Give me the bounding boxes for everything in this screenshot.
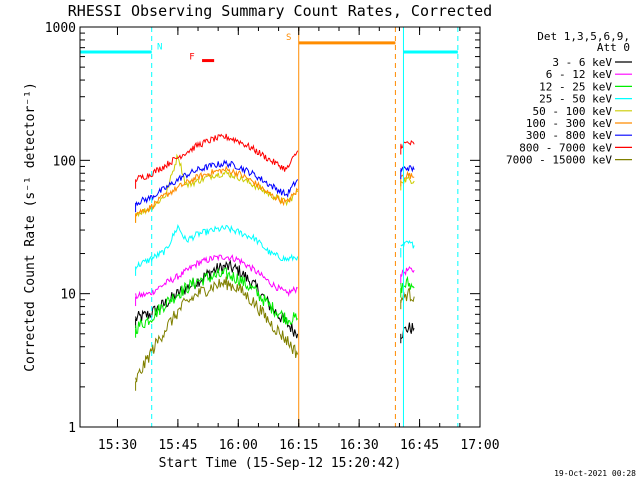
timestamp: 19-Oct-2021 00:28 <box>554 469 636 478</box>
marker-layer <box>151 27 459 427</box>
series-line-5-seg-0 <box>135 165 299 217</box>
series-line-7-seg-1 <box>400 140 415 150</box>
flag-label-n: N <box>157 42 162 52</box>
series-line-2-seg-0 <box>135 267 299 335</box>
series-line-0-seg-1 <box>400 322 415 340</box>
series-line-8-seg-0 <box>135 276 299 383</box>
series-line-7-seg-0 <box>135 133 299 183</box>
y-axis-label: Corrected Count Rate (s⁻¹ detector⁻¹) <box>23 82 38 372</box>
series-line-2-seg-1 <box>400 275 415 294</box>
series-line-3-seg-1 <box>400 240 415 249</box>
y-tick-label-1: 10 <box>60 288 76 303</box>
legend-label-2: 12 - 25 keV <box>539 80 612 93</box>
y-axis: 1 10 100 1000 <box>45 21 480 436</box>
legend-label-1: 6 - 12 keV <box>546 68 613 81</box>
series-line-3-seg-0 <box>135 224 299 270</box>
plot-frame <box>79 26 481 428</box>
x-tick-label-0: 15:30 <box>98 438 137 453</box>
x-tick-label-6: 17:00 <box>460 438 499 453</box>
legend-label-6: 300 - 800 keV <box>526 129 612 142</box>
series-line-6-seg-0 <box>135 159 299 207</box>
flag-layer: N F S <box>80 33 458 63</box>
series-layer <box>135 133 415 391</box>
x-tick-label-1: 15:45 <box>158 438 197 453</box>
chart-title: RHESSI Observing Summary Count Rates, Co… <box>68 2 492 20</box>
x-tick-label-2: 16:00 <box>219 438 258 453</box>
flag-label-s: S <box>286 33 291 43</box>
legend-header-detectors: Det 1,3,5,6,9, <box>537 30 630 43</box>
legend-label-5: 100 - 300 keV <box>526 117 612 130</box>
flag-label-f: F <box>189 53 194 63</box>
y-tick-label-0: 1 <box>68 421 76 436</box>
legend-label-8: 7000 - 15000 keV <box>506 154 612 167</box>
legend-label-0: 3 - 6 keV <box>552 56 612 69</box>
series-line-6-seg-1 <box>400 165 415 173</box>
x-axis: 15:30 15:45 16:00 16:15 16:30 16:45 17:00 <box>98 27 500 453</box>
legend-label-7: 800 - 7000 keV <box>519 141 612 154</box>
legend-label-3: 25 - 50 keV <box>539 93 612 106</box>
x-tick-label-3: 16:15 <box>279 438 318 453</box>
x-axis-label: Start Time (15-Sep-12 15:20:42) <box>159 456 402 471</box>
series-line-4-seg-1 <box>400 175 415 185</box>
series-line-8-seg-1 <box>400 287 415 303</box>
legend-label-4: 50 - 100 keV <box>533 105 613 118</box>
y-tick-label-2: 100 <box>53 154 76 169</box>
x-tick-label-4: 16:30 <box>340 438 379 453</box>
legend-header-attenuator: Att 0 <box>597 41 630 54</box>
series-line-1-seg-1 <box>400 265 415 278</box>
series-line-4-seg-0 <box>135 153 299 218</box>
y-tick-label-3: 1000 <box>45 21 76 36</box>
x-tick-label-5: 16:45 <box>400 438 439 453</box>
series-line-1-seg-0 <box>135 254 298 299</box>
